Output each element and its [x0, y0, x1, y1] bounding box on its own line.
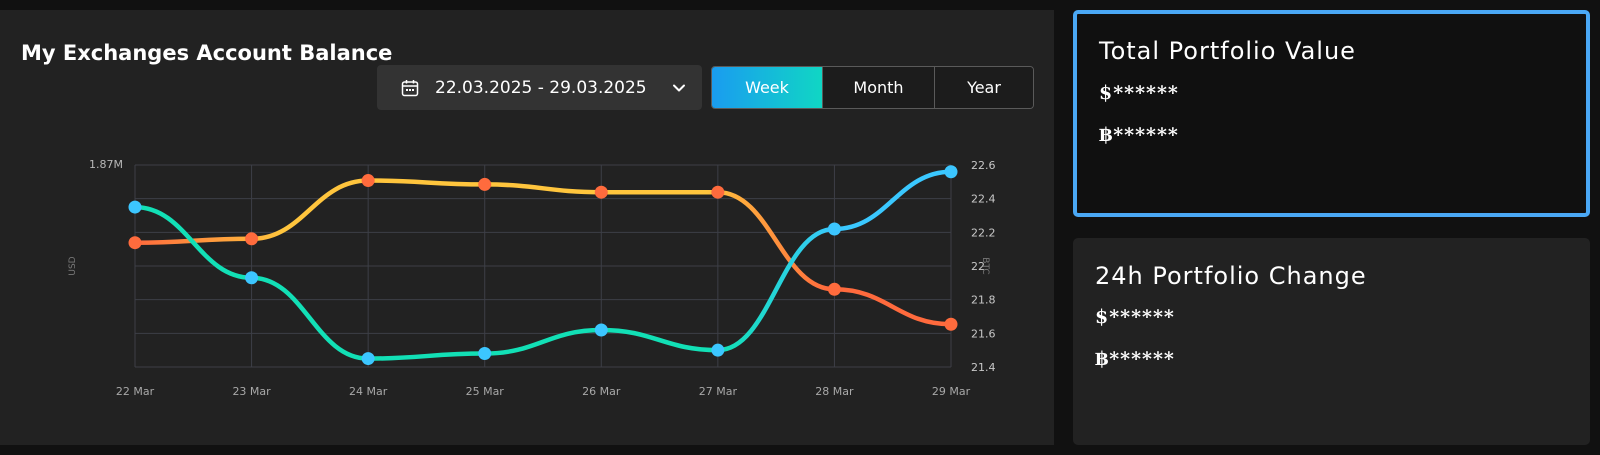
btc-data-point: [711, 343, 725, 357]
btc-data-point: [128, 200, 142, 214]
total-portfolio-btc: ฿******: [1099, 124, 1179, 146]
usd-data-point: [594, 185, 608, 199]
x-tick-label: 27 Mar: [699, 385, 738, 398]
date-range-picker[interactable]: 22.03.2025 - 29.03.2025: [377, 65, 702, 110]
x-tick-label: 23 Mar: [232, 385, 271, 398]
x-tick-label: 28 Mar: [815, 385, 854, 398]
btc-data-point: [944, 165, 958, 179]
usd-data-point: [128, 236, 142, 250]
x-tick-label: 24 Mar: [349, 385, 388, 398]
portfolio-change-title: 24h Portfolio Change: [1095, 262, 1367, 290]
left-top-tick-label: 1.87M: [89, 158, 123, 171]
btc-data-point: [245, 271, 259, 285]
x-tick-label: 29 Mar: [932, 385, 971, 398]
usd-data-point: [827, 282, 841, 296]
right-tick-label: 22.6: [971, 159, 996, 172]
right-axis-label: BTC: [980, 257, 990, 274]
btc-series-line: [132, 169, 954, 361]
btc-data-point: [594, 323, 608, 337]
right-tick-label: 21.4: [971, 361, 996, 374]
right-tick-label: 21.6: [971, 327, 996, 340]
date-range-text: 22.03.2025 - 29.03.2025: [435, 77, 647, 98]
right-tick-label: 22: [971, 260, 985, 273]
total-portfolio-card[interactable]: Total Portfolio Value $****** ฿******: [1073, 10, 1590, 217]
usd-data-point: [361, 174, 375, 188]
x-tick-label: 26 Mar: [582, 385, 621, 398]
usd-data-point: [944, 317, 958, 331]
portfolio-change-usd: $******: [1095, 306, 1175, 328]
x-tick-label: 22 Mar: [116, 385, 155, 398]
usd-data-point: [478, 177, 492, 191]
left-axis-label: USD: [68, 256, 78, 275]
portfolio-change-btc: ฿******: [1095, 348, 1175, 370]
total-portfolio-usd: $******: [1099, 82, 1179, 104]
range-week-button[interactable]: Week: [712, 67, 822, 108]
range-year-button[interactable]: Year: [934, 67, 1033, 108]
usd-data-point: [711, 185, 725, 199]
card-title: My Exchanges Account Balance: [21, 41, 393, 65]
calendar-icon: [401, 79, 419, 96]
right-tick-label: 21.8: [971, 294, 996, 307]
portfolio-change-card[interactable]: 24h Portfolio Change $****** ฿******: [1073, 238, 1590, 445]
usd-series-line: [132, 178, 954, 327]
right-tick-label: 22.4: [971, 193, 996, 206]
x-tick-label: 25 Mar: [466, 385, 505, 398]
btc-data-point: [827, 222, 841, 236]
range-month-button[interactable]: Month: [822, 67, 934, 108]
usd-data-point: [245, 232, 259, 246]
total-portfolio-title: Total Portfolio Value: [1099, 37, 1356, 65]
btc-data-point: [478, 347, 492, 361]
right-tick-label: 22.2: [971, 226, 996, 239]
btc-data-point: [361, 352, 375, 366]
balance-line-chart: 22.6 22.4 22.2 22 21.8 21.6 21.4 22 Mar 23 Mar 24…: [68, 158, 996, 398]
chevron-down-icon: [673, 84, 685, 91]
time-range-toggle: Week Month Year: [711, 66, 1034, 109]
